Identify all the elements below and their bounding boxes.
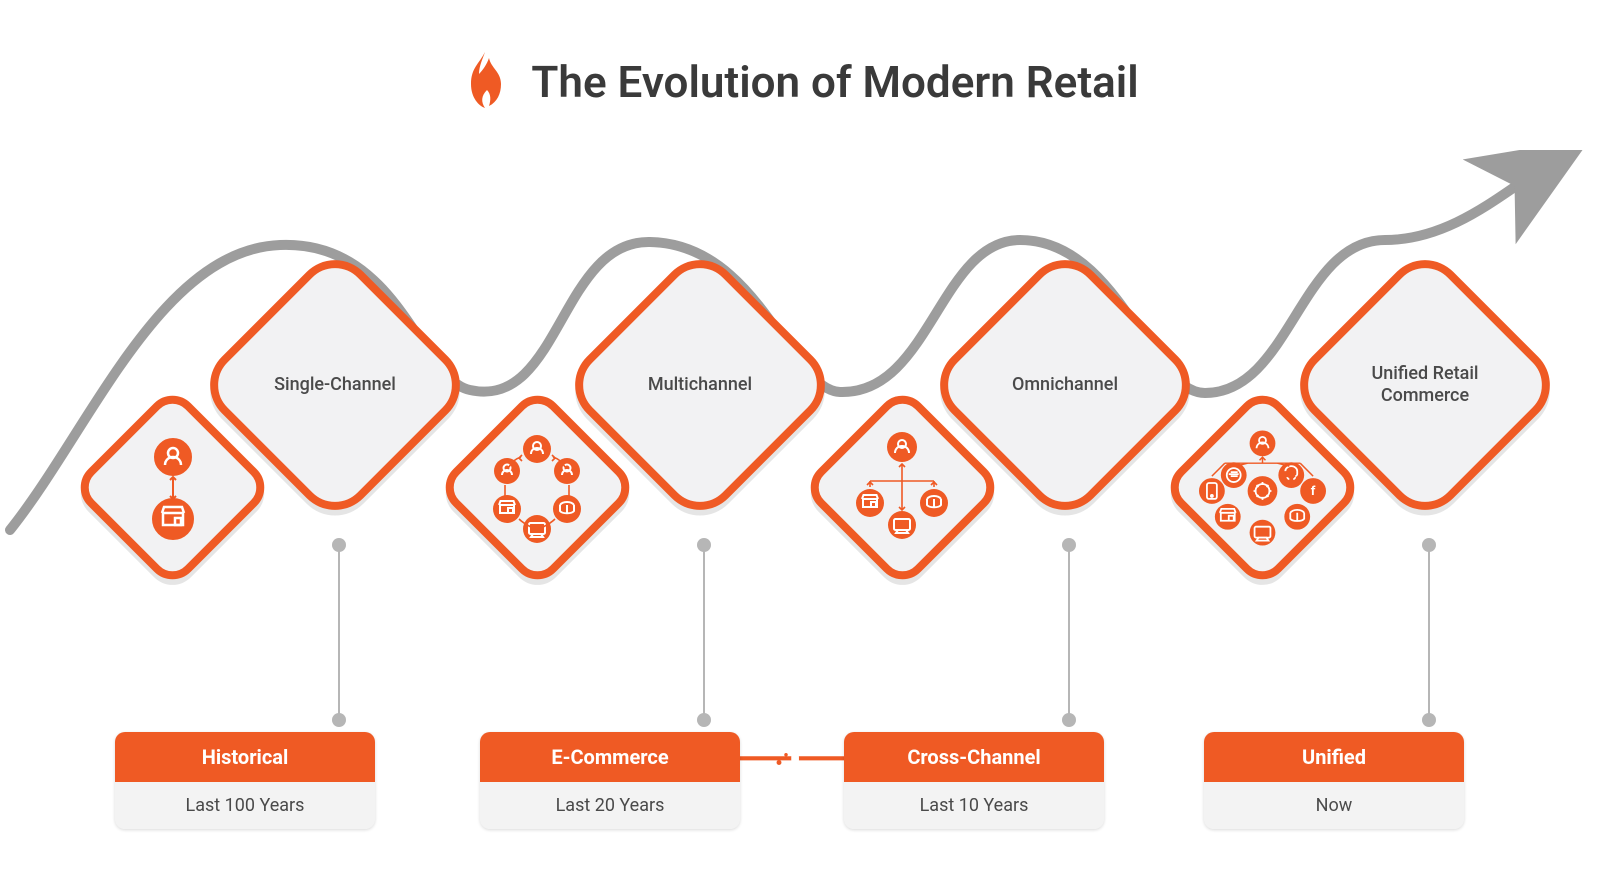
header: The Evolution of Modern Retail	[0, 50, 1600, 114]
stage-label: Omnichannel	[973, 293, 1157, 477]
page-title: The Evolution of Modern Retail	[531, 56, 1138, 108]
stage-label: Multichannel	[608, 293, 792, 477]
stage-multichannel: Multichannel	[440, 235, 830, 555]
connector-line	[1428, 545, 1430, 720]
timeline-card: E-Commerce Last 20 Years	[480, 732, 740, 829]
stage-label: Unified Retail Commerce	[1333, 293, 1517, 477]
timeline: Historical Last 100 Years E-Commerce Las…	[0, 732, 1600, 862]
single-channel-icon	[118, 433, 228, 543]
timeline-subtitle: Last 100 Years	[115, 782, 375, 829]
stage-unified: f Uni	[1165, 235, 1555, 555]
timeline-title: Cross-Channel	[844, 732, 1104, 782]
timeline-title: Historical	[115, 732, 375, 782]
stage-omnichannel: Omnichannel	[805, 235, 1195, 555]
multichannel-icon	[475, 425, 600, 550]
connector-line	[703, 545, 705, 720]
timeline-card: Historical Last 100 Years	[115, 732, 375, 829]
timeline-card: Cross-Channel Last 10 Years	[844, 732, 1104, 829]
timeline-card: Unified Now	[1204, 732, 1464, 829]
stage-label: Single-Channel	[243, 293, 427, 477]
svg-text:f: f	[1311, 483, 1316, 498]
timeline-subtitle: Now	[1204, 782, 1464, 829]
connector-line	[338, 545, 340, 720]
omnichannel-icon	[840, 425, 965, 550]
timeline-title: E-Commerce	[480, 732, 740, 782]
timeline-title: Unified	[1204, 732, 1464, 782]
timeline-subtitle: Last 10 Years	[844, 782, 1104, 829]
stages-row: Single-Channel	[0, 235, 1600, 655]
timeline-subtitle: Last 20 Years	[480, 782, 740, 829]
flame-logo-icon	[461, 50, 509, 114]
connector-line	[1068, 545, 1070, 720]
stage-single-channel: Single-Channel	[75, 235, 465, 555]
unified-icon: f	[1198, 423, 1327, 553]
